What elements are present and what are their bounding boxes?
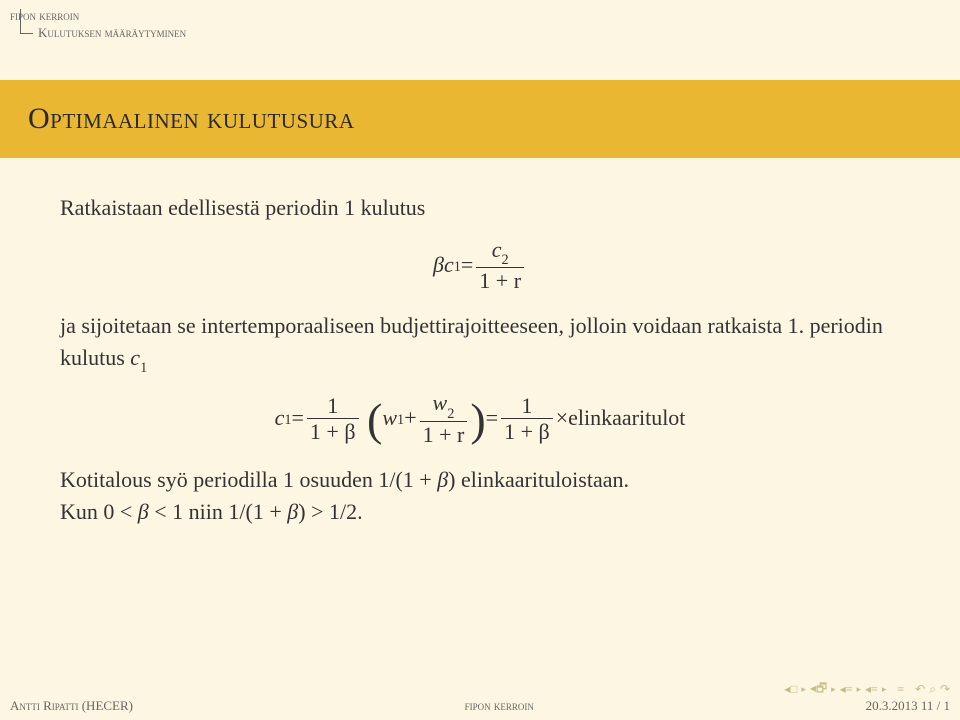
eq1-beta: β (433, 249, 444, 281)
eq2-elin: elinkaaritulot (568, 402, 685, 434)
footer: Antti Ripatti (HECER) fipon kerroin 20.3… (0, 692, 960, 720)
eq2-f2-num-w: w (433, 390, 448, 415)
eq2-f2-den: 1 + r (420, 423, 468, 446)
equation-2: c1 = 1 1 + β ( w1 + w2 1 + r ) = 1 1 + β (60, 391, 900, 445)
eq2-f1-den: 1 + β (307, 420, 359, 443)
equation-1: βc1 = c2 1 + r (60, 238, 900, 292)
sentence-3a: Kotitalous syö periodilla 1 osuuden 1/(1… (60, 467, 437, 492)
eq1-den: 1 + r (476, 269, 524, 292)
footer-center: fipon kerroin (465, 698, 534, 714)
eq2-c: c (275, 402, 285, 434)
sentence-4a: Kun 0 < (60, 499, 138, 524)
slide-title: Optimaalinen kulutusura (28, 102, 932, 136)
footer-right: 20.3.2013 11 / 1 (866, 698, 950, 714)
sentence-4d: β (287, 499, 298, 524)
sentence-3b: β (437, 467, 448, 492)
eq2-c-sub: 1 (284, 410, 291, 431)
sentence-2-c-sub: 1 (140, 360, 147, 376)
eq2-eq2: = (486, 402, 498, 434)
sentence-3c: ) elinkaarituloistaan. (448, 467, 629, 492)
eq2-eq1: = (291, 402, 303, 434)
sentence-2a: ja sijoitetaan se intertemporaaliseen bu… (60, 313, 883, 370)
breadcrumb-header: fipon kerroin Kulutuksen määräytyminen (0, 0, 960, 46)
sentence-4e: ) > 1/2. (298, 499, 362, 524)
breadcrumb-top: fipon kerroin (10, 8, 950, 25)
eq2-f2-num-sub: 2 (447, 406, 454, 422)
sentence-4: Kun 0 < β < 1 niin 1/(1 + β) > 1/2. (60, 496, 900, 528)
breadcrumb-sub: Kulutuksen määräytyminen (10, 25, 950, 42)
eq2-w1-sub: 1 (397, 410, 404, 431)
eq2-f3-num: 1 (518, 394, 535, 417)
eq2-plus: + (404, 402, 416, 434)
eq2-w1: w (382, 402, 397, 434)
eq2-f3-den: 1 + β (501, 420, 553, 443)
sentence-4b: β (138, 499, 149, 524)
footer-left: Antti Ripatti (HECER) (10, 698, 133, 714)
title-band: Optimaalinen kulutusura (0, 80, 960, 158)
slide-content: Ratkaistaan edellisestä periodin 1 kulut… (0, 158, 960, 528)
eq1-num-sub: 2 (501, 252, 508, 268)
sentence-4c: < 1 niin 1/(1 + (149, 499, 287, 524)
sentence-1: Ratkaistaan edellisestä periodin 1 kulut… (60, 192, 900, 224)
sentence-2-c: c (130, 345, 140, 370)
eq1-c: c (444, 249, 454, 281)
eq1-num-c: c (492, 237, 502, 262)
eq1-equals: = (461, 249, 473, 281)
sentence-2: ja sijoitetaan se intertemporaaliseen bu… (60, 310, 900, 377)
eq2-f1-num: 1 (324, 394, 341, 417)
eq1-c-sub: 1 (454, 257, 461, 278)
sentence-3: Kotitalous syö periodilla 1 osuuden 1/(1… (60, 464, 900, 496)
eq2-times: × (556, 402, 568, 434)
